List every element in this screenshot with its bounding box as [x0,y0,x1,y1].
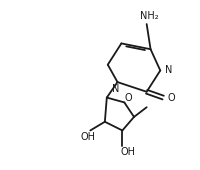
Text: OH: OH [121,147,136,157]
Text: N: N [112,84,119,94]
Text: N: N [165,65,173,75]
Text: OH: OH [81,132,96,142]
Text: NH₂: NH₂ [140,11,159,21]
Text: O: O [167,93,175,103]
Text: O: O [124,93,132,103]
